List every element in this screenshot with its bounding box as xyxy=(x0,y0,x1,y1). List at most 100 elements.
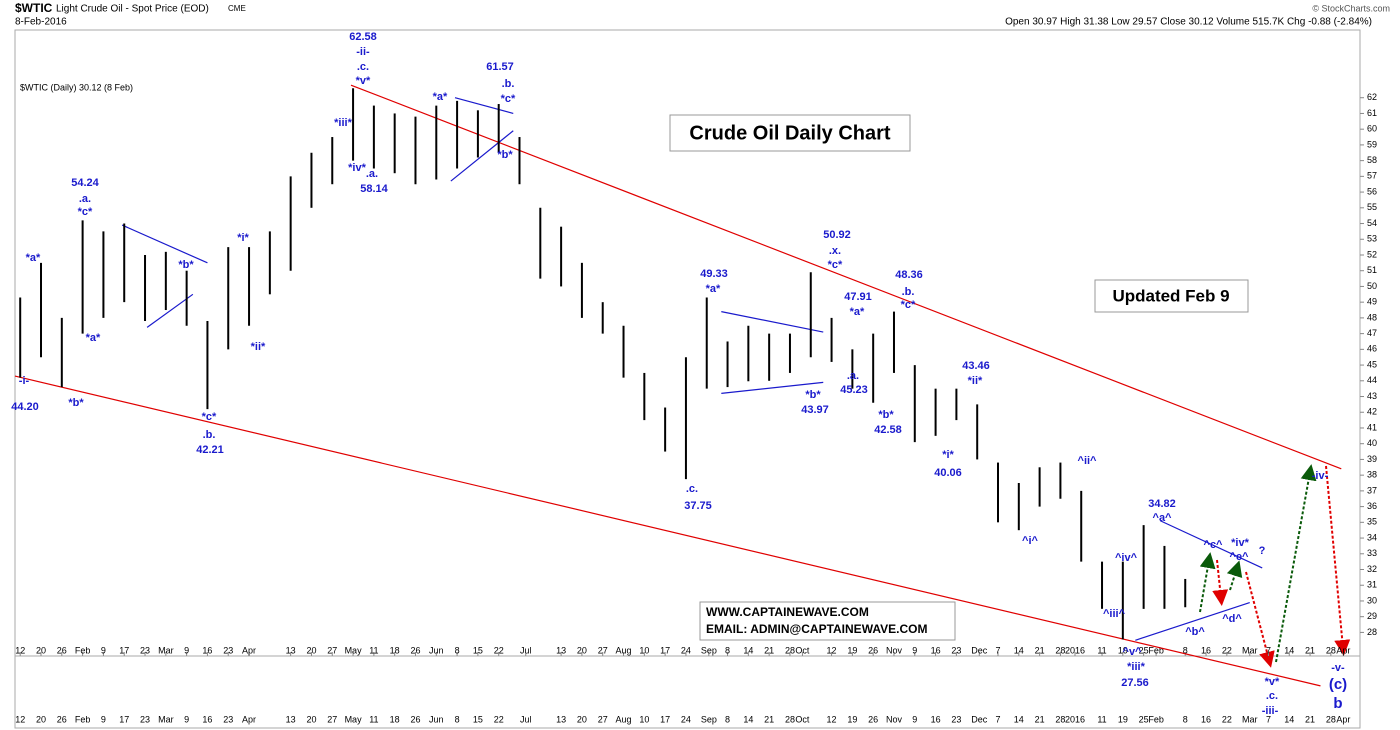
wave-label: *a* xyxy=(433,91,448,103)
x-tick-label: 20 xyxy=(577,645,587,655)
projection-arrow xyxy=(1275,464,1317,663)
y-tick-label: 58 xyxy=(1367,155,1377,165)
x-tick-label: Nov xyxy=(886,714,903,724)
wave-label: 27.56 xyxy=(1121,677,1149,689)
x-tick-label: 9 xyxy=(912,645,917,655)
x-tick-label: 28 xyxy=(785,714,795,724)
x-tick-label: Dec xyxy=(971,714,988,724)
x-tick-label: 22 xyxy=(494,714,504,724)
x-tick-label: Jul xyxy=(520,645,532,655)
x-tick-label: 28 xyxy=(785,645,795,655)
x-tick-label: Feb xyxy=(75,714,91,724)
x-tick-label: Apr xyxy=(242,714,256,724)
x-tick-label: Mar xyxy=(158,645,174,655)
x-tick-label: 24 xyxy=(681,714,691,724)
trendline xyxy=(1135,601,1250,641)
trendline xyxy=(721,311,824,333)
x-tick-label: 21 xyxy=(764,714,774,724)
y-tick-label: 40 xyxy=(1367,438,1377,448)
wave-label: *i* xyxy=(237,232,249,244)
x-tick-label: Dec xyxy=(971,645,988,655)
y-tick-label: 59 xyxy=(1367,139,1377,149)
x-tick-label: 16 xyxy=(931,714,941,724)
wave-label: .b. xyxy=(502,78,515,90)
x-tick-label: 11 xyxy=(369,645,378,655)
y-tick-label: 28 xyxy=(1367,627,1377,637)
wave-label: (c) xyxy=(1329,676,1347,693)
wave-label: 43.97 xyxy=(801,404,829,416)
x-tick-label: 7 xyxy=(1266,714,1271,724)
y-tick-label: 57 xyxy=(1367,171,1377,181)
y-tick-label: 37 xyxy=(1367,485,1377,495)
wave-label: 44.20 xyxy=(11,401,39,413)
x-tick-label: 14 xyxy=(1284,645,1294,655)
y-tick-label: 41 xyxy=(1367,422,1377,432)
x-tick-label: May xyxy=(345,645,363,655)
y-tick-label: 38 xyxy=(1367,470,1377,480)
quote: Open 30.97 High 31.38 Low 29.57 Close 30… xyxy=(1005,17,1372,28)
wave-label: 34.82 xyxy=(1148,498,1176,510)
x-tick-label: Mar xyxy=(1242,714,1258,724)
x-tick-label: 2016 xyxy=(1065,714,1085,724)
x-tick-label: Mar xyxy=(158,714,174,724)
wave-label: *b* xyxy=(68,397,84,409)
x-tick-label: Feb xyxy=(75,645,91,655)
x-tick-label: Aug xyxy=(616,645,632,655)
note-box xyxy=(1094,279,1249,313)
x-tick-label: 26 xyxy=(868,714,878,724)
x-tick-label: 9 xyxy=(101,645,106,655)
x-tick-label: 7 xyxy=(995,645,1000,655)
x-tick-label: 10 xyxy=(639,645,649,655)
wave-label: ^v^ xyxy=(1123,646,1143,658)
wave-label: *a* xyxy=(26,252,41,264)
wave-label: *c* xyxy=(828,259,843,271)
wave-label: *ii* xyxy=(968,375,983,387)
x-tick-label: 13 xyxy=(556,714,566,724)
wave-label: ^ii^ xyxy=(1078,455,1098,467)
wave-label: ^d^ xyxy=(1222,613,1242,625)
x-tick-label: 24 xyxy=(681,645,691,655)
wave-label: 47.91 xyxy=(844,291,872,303)
trendline xyxy=(121,224,208,264)
x-tick-label: 23 xyxy=(140,645,150,655)
email: EMAIL: ADMIN@CAPTAINEWAVE.COM xyxy=(706,622,927,636)
x-tick-label: Feb xyxy=(1148,645,1164,655)
x-tick-label: 9 xyxy=(184,645,189,655)
x-tick-label: 9 xyxy=(101,714,106,724)
x-tick-label: 19 xyxy=(847,714,857,724)
x-tick-label: 20 xyxy=(577,714,587,724)
wave-label: *v* xyxy=(356,75,371,87)
wave-label: -iii- xyxy=(1262,705,1279,717)
x-tick-label: 2016 xyxy=(1065,645,1085,655)
x-tick-label: Mar xyxy=(1242,645,1258,655)
x-tick-label: 19 xyxy=(1118,714,1128,724)
wave-label: 40.06 xyxy=(934,467,962,479)
trendline xyxy=(350,84,1342,470)
wave-label: *a* xyxy=(86,332,101,344)
wave-label: 48.36 xyxy=(895,269,923,281)
x-tick-label: Apr xyxy=(1336,645,1350,655)
x-tick-label: 13 xyxy=(286,645,296,655)
wave-label: *i* xyxy=(942,449,954,461)
y-tick-label: 55 xyxy=(1367,202,1377,212)
x-tick-label: 28 xyxy=(1326,714,1336,724)
x-tick-label: 12 xyxy=(15,714,25,724)
x-tick-label: 17 xyxy=(660,714,670,724)
x-tick-label: 23 xyxy=(140,714,150,724)
x-tick-label: 18 xyxy=(390,714,400,724)
x-tick-label: 21 xyxy=(764,645,774,655)
x-tick-label: 16 xyxy=(202,714,212,724)
x-tick-label: 8 xyxy=(1183,714,1188,724)
x-tick-label: 15 xyxy=(473,645,483,655)
x-tick-label: 8 xyxy=(725,714,730,724)
wave-label: 58.14 xyxy=(360,183,388,195)
y-tick-label: 61 xyxy=(1367,108,1377,118)
wave-label: .a. xyxy=(79,193,91,205)
x-tick-label: 13 xyxy=(286,714,296,724)
x-tick-label: 20 xyxy=(36,645,46,655)
x-tick-label: 22 xyxy=(1222,714,1232,724)
y-tick-label: 29 xyxy=(1367,611,1377,621)
projections xyxy=(1199,464,1351,668)
x-tick-label: 8 xyxy=(455,645,460,655)
